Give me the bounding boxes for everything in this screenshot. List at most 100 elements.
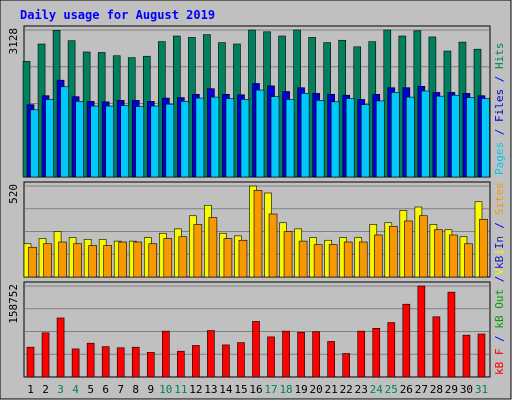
chart-panels: 3128 Pages / Files / Hits 520 Visits / Site… (7, 25, 506, 378)
x-tick-label-day-17: 17 (264, 383, 277, 396)
bar-pages-day-11 (180, 101, 190, 178)
bar-sites-day-21 (328, 244, 338, 278)
bar-kb-f-day-23 (357, 330, 366, 378)
legend-entry-kb-out: kB Out (493, 289, 506, 329)
x-tick-label-day-8: 8 (132, 383, 139, 396)
bar-pages-day-8 (135, 106, 145, 178)
bar-pages-day-1 (30, 109, 39, 178)
bar-kb-f-day-22 (342, 353, 350, 378)
bar-sites-day-19 (298, 240, 308, 278)
bar-pages-day-17 (270, 96, 280, 178)
bar-sites-day-20 (313, 244, 323, 278)
bar-pages-day-4 (75, 101, 84, 178)
x-tick-label-day-29: 29 (445, 383, 458, 396)
bar-sites-day-2 (43, 243, 52, 278)
legend: kB F / kB Out / kB In (493, 236, 506, 375)
bar-pages-day-23 (360, 104, 370, 178)
bar-kb-f-day-1 (26, 346, 35, 378)
legend-entry-sites: Sites (493, 182, 506, 215)
bar-pages-day-24 (375, 100, 385, 178)
y-max-label: 3128 (7, 28, 20, 55)
legend-separator: / (493, 329, 506, 349)
bar-sites-day-25 (388, 225, 398, 278)
legend: Visits / Sites (493, 182, 506, 275)
bar-pages-day-28 (436, 95, 445, 178)
bar-sites-day-28 (434, 229, 443, 278)
bar-pages-day-30 (466, 97, 475, 178)
bar-pages-day-18 (285, 99, 295, 178)
bar-sites-day-11 (178, 236, 188, 278)
series-pages (30, 86, 490, 178)
x-tick-label-day-4: 4 (72, 383, 79, 396)
bar-sites-day-1 (28, 246, 37, 278)
bar-sites-day-14 (223, 238, 233, 278)
bar-kb-f-day-29 (447, 291, 456, 378)
bar-kb-f-day-12 (192, 345, 200, 378)
bar-pages-day-13 (210, 96, 220, 178)
bar-kb-f-day-9 (146, 352, 155, 378)
bar-sites-day-24 (373, 234, 383, 278)
bar-kb-f-day-15 (237, 342, 245, 378)
x-tick-label-day-16: 16 (249, 383, 262, 396)
bar-kb-f-day-20 (312, 331, 320, 378)
bar-kb-f-day-21 (327, 341, 335, 378)
y-max-label: 158752 (7, 284, 20, 324)
bar-kb-f-day-6 (101, 346, 110, 378)
bar-pages-day-3 (60, 86, 69, 178)
bar-sites-day-31 (479, 218, 488, 278)
bar-kb-f-day-27 (417, 285, 426, 378)
x-tick-label-day-21: 21 (325, 383, 338, 396)
x-tick-label-day-25: 25 (385, 383, 398, 396)
bar-pages-day-15 (240, 99, 250, 178)
bar-kb-f-day-28 (432, 316, 441, 378)
bar-kb-f-day-4 (71, 348, 80, 378)
x-tick-label-day-15: 15 (234, 383, 247, 396)
x-tick-label-day-26: 26 (400, 383, 413, 396)
x-tick-label-day-18: 18 (279, 383, 292, 396)
x-tick-label-day-5: 5 (87, 383, 94, 396)
bar-pages-day-21 (330, 101, 340, 178)
bar-sites-day-30 (464, 243, 473, 278)
bar-pages-day-27 (421, 90, 430, 178)
bar-kb-f-day-18 (282, 330, 290, 378)
bar-sites-day-4 (73, 243, 82, 278)
bar-pages-day-12 (195, 97, 205, 178)
x-tick-label-day-2: 2 (42, 383, 49, 396)
x-tick-label-day-11: 11 (174, 383, 187, 396)
bar-pages-day-31 (481, 98, 490, 178)
bar-sites-day-8 (133, 241, 143, 278)
bar-kb-f-day-2 (41, 332, 50, 378)
x-tick-label-day-22: 22 (340, 383, 353, 396)
visits-panel: 520 Visits / Sites (7, 181, 506, 278)
bar-kb-f-day-17 (267, 336, 275, 378)
x-tick-label-day-6: 6 (102, 383, 109, 396)
x-tick-label-day-14: 14 (219, 383, 233, 396)
x-tick-label-day-31: 31 (475, 383, 488, 396)
legend: Pages / Files / Hits (493, 43, 506, 176)
x-tick-label-day-10: 10 (159, 383, 172, 396)
x-tick-label-day-7: 7 (117, 383, 124, 396)
bar-kb-f-day-19 (297, 331, 305, 378)
bar-kb-f-day-8 (131, 346, 140, 378)
bar-sites-day-13 (208, 217, 218, 278)
x-tick-label-day-30: 30 (460, 383, 473, 396)
bar-sites-day-12 (193, 224, 203, 278)
x-tick-label-day-9: 9 (147, 383, 154, 396)
bar-pages-day-7 (120, 105, 130, 178)
bar-sites-day-7 (118, 241, 128, 278)
bar-sites-day-17 (268, 213, 278, 278)
bar-pages-day-16 (255, 89, 265, 178)
bar-sites-day-18 (283, 231, 293, 278)
bar-kb-f-day-31 (477, 333, 486, 378)
bar-pages-day-6 (105, 105, 114, 178)
legend-entry-files: Files (493, 89, 506, 122)
bar-pages-day-20 (315, 100, 325, 178)
bar-kb-f-day-26 (402, 303, 411, 378)
legend-entry-pages: Pages (493, 142, 506, 175)
bar-kb-f-day-16 (252, 321, 260, 378)
legend-separator: / (493, 215, 506, 235)
bar-kb-f-day-13 (207, 330, 215, 378)
x-tick-label-day-3: 3 (57, 383, 64, 396)
